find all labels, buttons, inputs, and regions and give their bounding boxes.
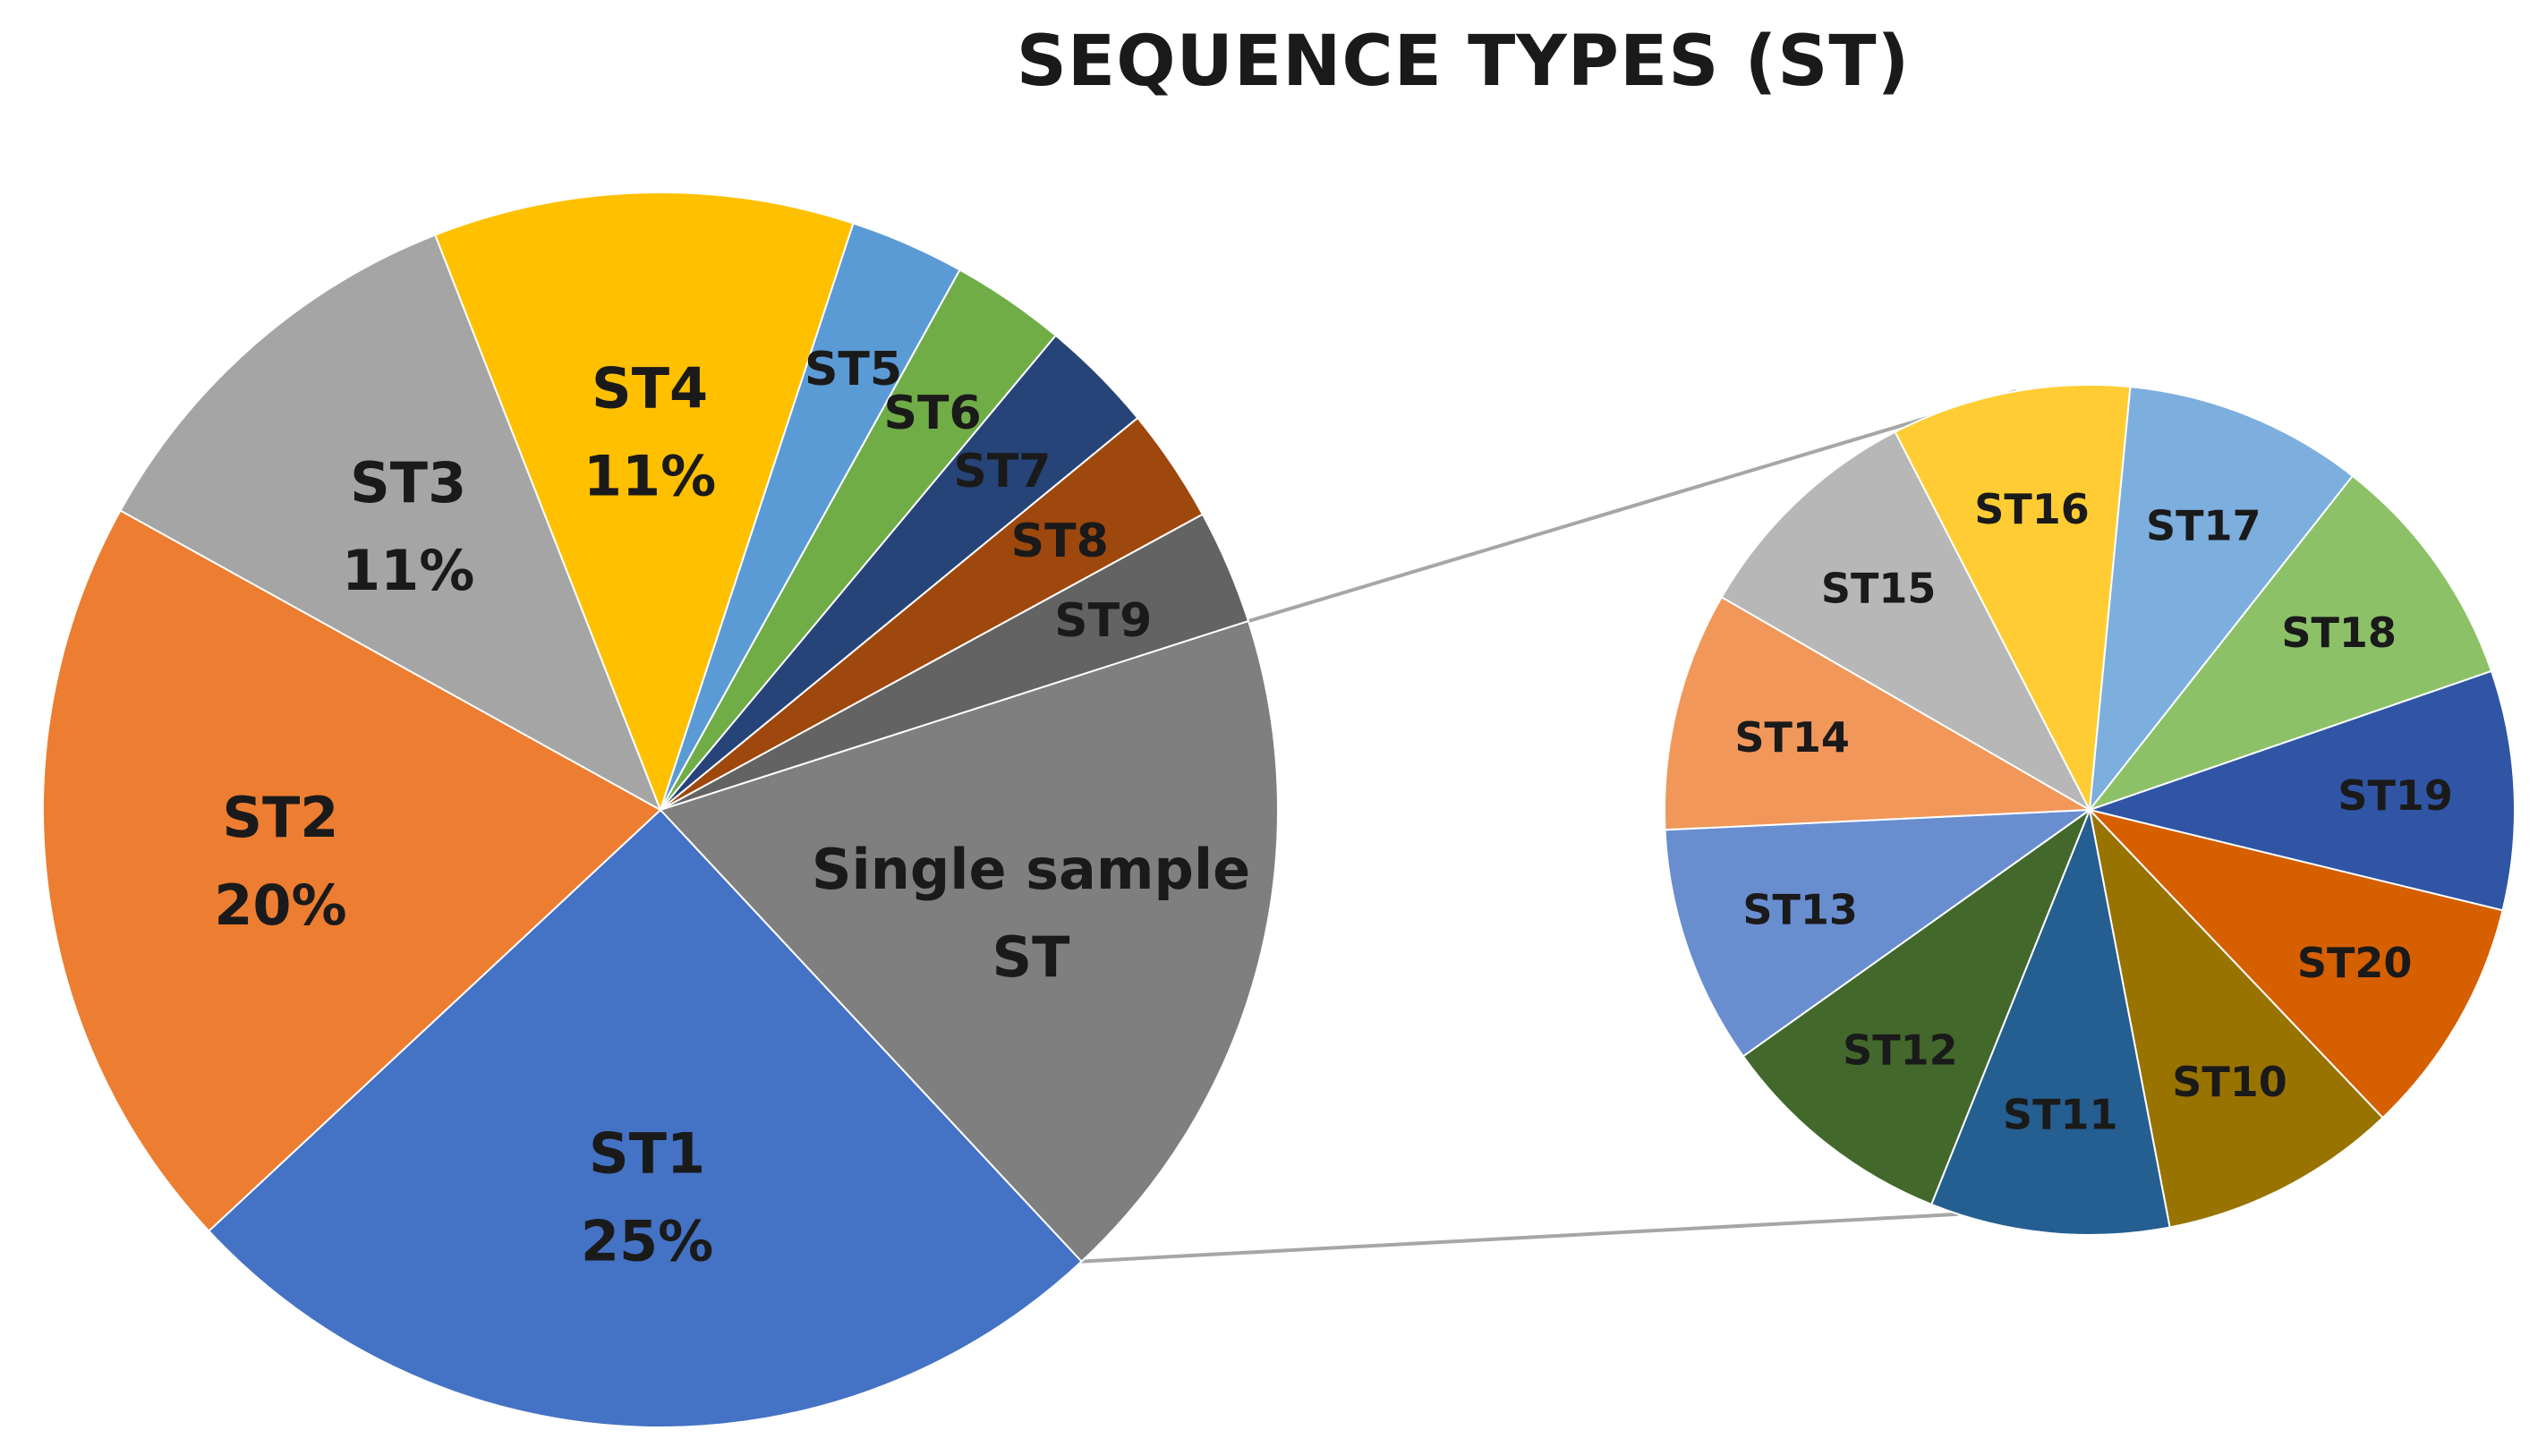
secondary-label-st11: ST11 (2003, 1090, 2118, 1138)
secondary-slice-st19 (2086, 669, 2516, 912)
secondary-label-st17: ST17 (2146, 502, 2261, 550)
main-label-st7: ST7 (953, 445, 1051, 498)
main-label-st4: ST4 11% (583, 355, 716, 508)
secondary-label-st10: ST10 (2172, 1058, 2287, 1106)
secondary-slice-st16 (1894, 384, 2132, 813)
secondary-pie-labels: ST10 ST11 ST12 ST13 ST14 ST15 ST16 ST17 ST18 ST19… (1734, 485, 2452, 1138)
main-label-st9: ST9 (1054, 594, 1152, 648)
secondary-label-st12: ST12 (1843, 1026, 1958, 1075)
main-pie (42, 192, 1279, 1428)
connector-line-bottom (1081, 1212, 1959, 1264)
main-slice-st3 (119, 234, 662, 813)
chart-title: SEQUENCE TYPES (ST) (1017, 21, 1911, 102)
main-slice-st2 (42, 509, 662, 1232)
main-label-single-sample-st: Single sample ST (812, 837, 1250, 990)
main-label-st6: ST6 (884, 387, 982, 440)
secondary-slice-st13 (1664, 808, 2093, 1058)
main-label-st3: ST3 11% (342, 450, 474, 603)
main-slice-st1 (207, 808, 1083, 1428)
main-label-st1: ST1 25% (581, 1121, 713, 1274)
secondary-label-st13: ST13 (1742, 886, 1858, 934)
secondary-slice-st14 (1664, 595, 2093, 831)
secondary-slice-st20 (2086, 808, 2504, 1120)
secondary-label-st14: ST14 (1734, 713, 1850, 762)
secondary-slice-st12 (1742, 807, 2092, 1206)
secondary-label-st18: ST18 (2281, 609, 2397, 657)
secondary-slice-st17 (2088, 386, 2355, 813)
secondary-pie (1664, 384, 2516, 1236)
secondary-slice-st15 (1720, 430, 2092, 813)
secondary-slice-st10 (2088, 806, 2384, 1229)
secondary-slice-st18 (2087, 474, 2493, 813)
main-slice-single-sample-st (659, 619, 1279, 1264)
main-label-st2: ST2 20% (214, 785, 346, 938)
secondary-label-st19: ST19 (2338, 771, 2453, 820)
secondary-slice-st11 (1929, 806, 2171, 1236)
main-label-st8: ST8 (1011, 515, 1109, 568)
connector-lines (1081, 389, 2017, 1264)
main-label-st5: ST5 (805, 343, 902, 396)
secondary-label-st16: ST16 (1974, 485, 2090, 533)
secondary-label-st20: ST20 (2297, 939, 2413, 987)
main-slice-st4 (433, 192, 855, 813)
connector-line-top (1248, 389, 2017, 624)
secondary-label-st15: ST15 (1821, 564, 1937, 612)
